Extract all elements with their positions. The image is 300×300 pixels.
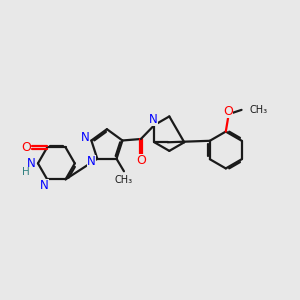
Text: N: N (27, 157, 36, 170)
Text: N: N (87, 155, 96, 168)
Text: O: O (223, 105, 233, 118)
Text: H: H (22, 167, 29, 177)
Text: N: N (81, 131, 90, 144)
Text: CH₃: CH₃ (250, 105, 268, 115)
Text: O: O (21, 141, 31, 154)
Text: O: O (136, 154, 146, 167)
Text: CH₃: CH₃ (115, 175, 133, 184)
Text: N: N (40, 179, 49, 192)
Text: N: N (149, 112, 158, 126)
